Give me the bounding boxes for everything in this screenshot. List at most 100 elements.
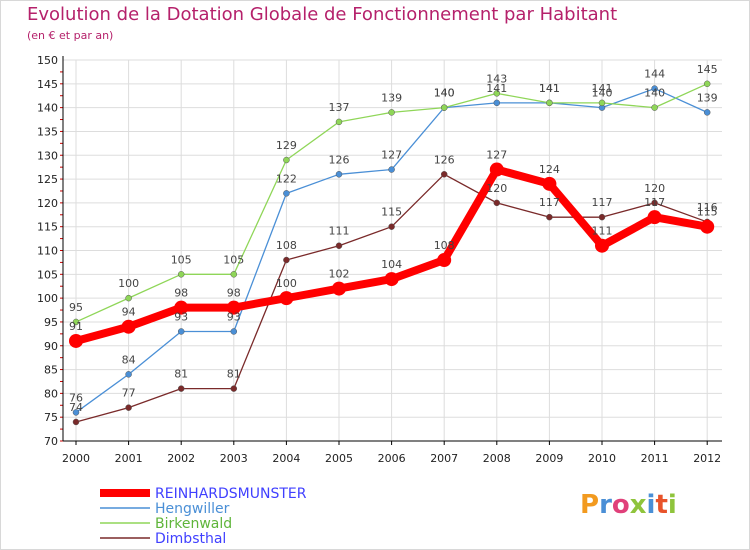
logo-letter: i (646, 490, 656, 520)
data-label-birkenwald: 141 (592, 82, 613, 95)
proxiti-logo: Proxiti (580, 490, 677, 520)
data-point-dimbsthal (230, 385, 238, 392)
y-tick-label: 140 (37, 102, 58, 115)
data-point-reinhardsmunster (489, 162, 504, 177)
data-label-dimbsthal: 120 (486, 182, 507, 195)
y-tick-label: 135 (37, 125, 58, 138)
data-point-reinhardsmunster (384, 272, 399, 287)
data-point-dimbsthal (546, 213, 553, 221)
x-tick-label: 2003 (220, 452, 248, 465)
data-label-birkenwald: 129 (276, 139, 297, 152)
data-label-birkenwald: 105 (171, 253, 192, 266)
y-tick-label: 70 (44, 435, 58, 448)
data-label-reinhardsmunster: 117 (644, 196, 665, 209)
x-tick-label: 2002 (167, 452, 195, 465)
data-point-dimbsthal (72, 418, 80, 426)
x-tick-label: 2001 (115, 452, 143, 465)
data-label-birkenwald: 95 (69, 301, 83, 314)
logo-letter: t (655, 490, 668, 520)
data-point-reinhardsmunster (69, 333, 83, 348)
logo-letter: o (611, 490, 630, 520)
data-label-hengwiller: 141 (539, 82, 560, 95)
data-label-birkenwald: 139 (381, 91, 402, 104)
data-label-hengwiller: 141 (486, 82, 507, 95)
data-label-hengwiller: 127 (381, 149, 402, 162)
y-tick-label: 150 (37, 54, 58, 67)
y-tick-label: 110 (37, 245, 58, 258)
data-point-birkenwald (598, 99, 606, 107)
data-point-reinhardsmunster (332, 281, 346, 296)
data-point-hengwiller (493, 99, 501, 107)
data-point-reinhardsmunster (174, 300, 189, 315)
data-label-reinhardsmunster: 102 (329, 268, 350, 281)
data-label-dimbsthal: 81 (227, 368, 241, 381)
chart-subtitle: (en € et par an) (27, 29, 114, 42)
data-point-birkenwald (440, 104, 448, 111)
y-tick-label: 90 (44, 340, 58, 353)
data-label-reinhardsmunster: 124 (539, 163, 560, 176)
data-point-dimbsthal (177, 385, 185, 392)
data-label-reinhardsmunster: 94 (122, 306, 136, 319)
data-label-birkenwald: 137 (329, 101, 350, 114)
data-label-dimbsthal: 115 (381, 206, 402, 219)
data-label-hengwiller: 122 (276, 172, 297, 185)
data-point-hengwiller (651, 85, 658, 92)
data-label-birkenwald: 145 (697, 63, 718, 76)
data-label-dimbsthal: 126 (434, 153, 455, 166)
data-point-reinhardsmunster (437, 253, 452, 268)
chart-title: Evolution de la Dotation Globale de Fonc… (27, 4, 618, 25)
data-point-birkenwald (335, 118, 343, 126)
data-label-reinhardsmunster: 115 (697, 206, 718, 219)
data-point-hengwiller (703, 109, 711, 116)
data-point-birkenwald (388, 109, 395, 116)
logo-letter: x (629, 490, 647, 520)
x-tick-label: 2004 (272, 452, 300, 465)
data-label-birkenwald: 100 (118, 277, 139, 290)
x-tick-label: 2009 (535, 452, 563, 465)
data-label-birkenwald: 140 (434, 87, 455, 100)
data-point-reinhardsmunster (542, 176, 557, 191)
x-tick-label: 2006 (378, 452, 406, 465)
data-label-reinhardsmunster: 111 (592, 225, 613, 238)
data-point-dimbsthal (388, 223, 395, 230)
data-point-birkenwald (72, 318, 80, 326)
y-tick-label: 80 (44, 387, 58, 400)
data-point-hengwiller (283, 190, 290, 197)
data-point-hengwiller (72, 409, 80, 416)
data-point-dimbsthal (651, 199, 658, 207)
legend-label-dimbsthal: Dimbsthal (155, 531, 226, 547)
data-label-hengwiller: 140 (434, 87, 455, 100)
data-label-dimbsthal: 116 (697, 201, 718, 214)
data-point-reinhardsmunster (595, 238, 609, 253)
data-point-dimbsthal (493, 199, 501, 207)
data-label-birkenwald: 141 (539, 82, 560, 95)
data-label-reinhardsmunster: 127 (486, 149, 507, 162)
data-label-dimbsthal: 108 (276, 239, 297, 252)
data-label-hengwiller: 84 (122, 353, 136, 366)
data-label-reinhardsmunster: 108 (434, 239, 455, 252)
data-point-hengwiller (230, 328, 238, 335)
y-tick-label: 100 (37, 292, 58, 305)
data-label-reinhardsmunster: 98 (227, 287, 241, 300)
data-label-dimbsthal: 120 (644, 182, 665, 195)
logo-letter: P (580, 490, 600, 520)
data-point-dimbsthal (440, 171, 448, 178)
data-label-hengwiller: 93 (174, 310, 188, 323)
data-point-dimbsthal (283, 256, 290, 264)
data-label-birkenwald: 105 (223, 253, 244, 266)
data-point-birkenwald (283, 156, 290, 164)
data-point-birkenwald (177, 271, 185, 278)
data-point-dimbsthal (335, 242, 343, 249)
data-label-dimbsthal: 111 (329, 225, 350, 238)
data-label-hengwiller: 126 (329, 153, 350, 166)
logo-letter: r (599, 490, 612, 520)
data-point-reinhardsmunster (279, 291, 294, 306)
grid-layer (63, 59, 722, 442)
data-point-dimbsthal (598, 213, 606, 221)
data-point-hengwiller (335, 171, 343, 178)
data-point-birkenwald (546, 99, 553, 107)
x-tick-label: 2005 (325, 452, 353, 465)
data-label-hengwiller: 93 (227, 310, 241, 323)
legend-label-birkenwald: Birkenwald (155, 516, 232, 532)
